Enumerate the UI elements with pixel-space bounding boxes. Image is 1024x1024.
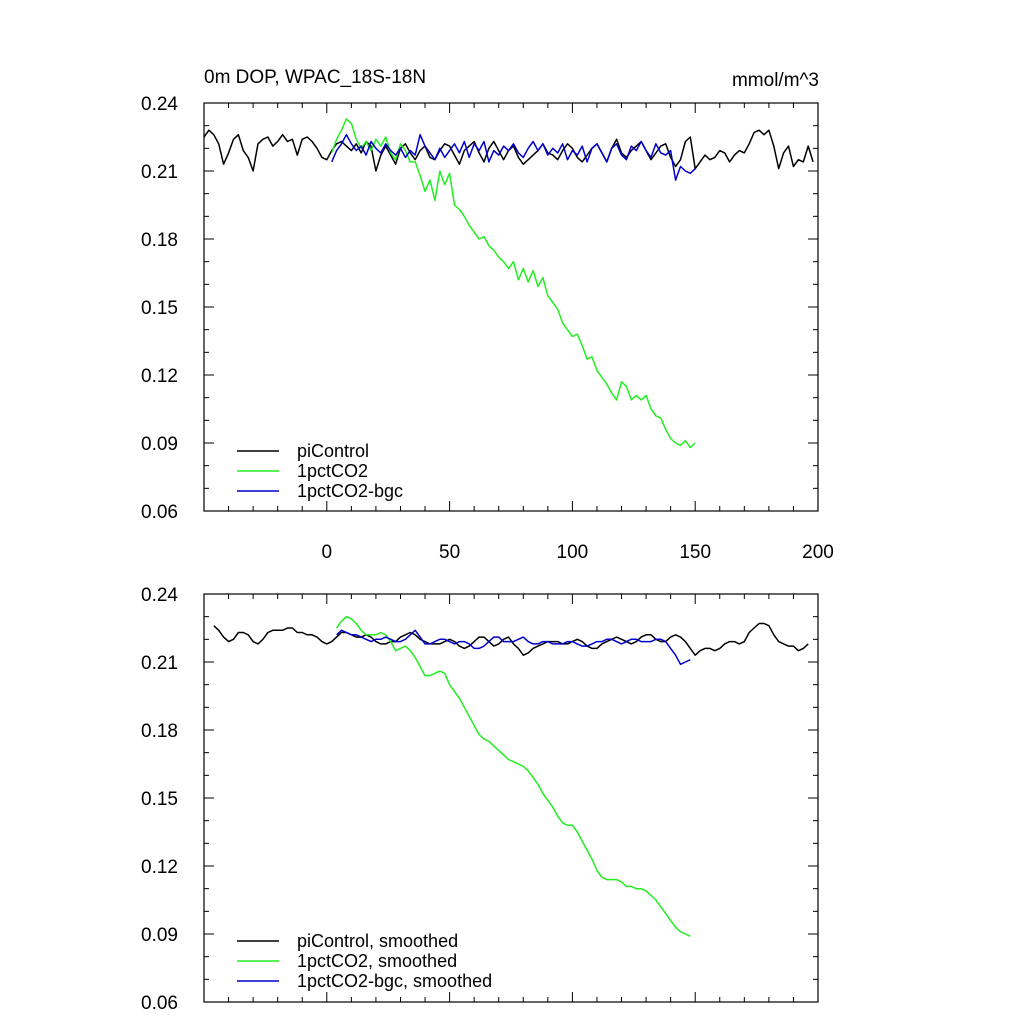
y-tick-label: 0.15	[141, 789, 178, 810]
x-tick-label: 150	[679, 542, 711, 563]
units-label: mmol/m^3	[732, 70, 819, 91]
series-line-1pctco2	[330, 118, 696, 449]
y-tick-label: 0.12	[141, 857, 178, 878]
legend-label: 1pctCO2, smoothed	[297, 951, 457, 971]
panel-smoothed: 0.06 0.09 0.12 0.15 0.18 0.21 0.24 piControl, s…	[141, 585, 819, 1014]
y-tick-label: 0.09	[141, 434, 178, 455]
x-tick-label: 200	[802, 542, 834, 563]
y-tick-label: 0.21	[141, 162, 178, 183]
legend-label: piControl, smoothed	[297, 931, 458, 951]
series-line-picontrol	[213, 622, 809, 656]
x-tick-label: 100	[557, 542, 589, 563]
x-tick-label: 0	[322, 542, 333, 563]
x-tick-label: 50	[439, 542, 460, 563]
y-tick-label: 0.24	[141, 94, 178, 115]
y-tick-label: 0.18	[141, 230, 178, 251]
legend-label: 1pctCO2-bgc, smoothed	[297, 971, 492, 991]
y-tick-label: 0.06	[141, 502, 178, 523]
panel-raw: 0.06 0.09 0.12 0.15 0.18 0.21 0.24 0 50 100 150 200…	[141, 94, 834, 563]
y-tick-label: 0.12	[141, 366, 178, 387]
series-line-1pctco2-bgc	[336, 629, 691, 666]
y-tick-label: 0.15	[141, 298, 178, 319]
y-tick-label: 0.18	[141, 721, 178, 742]
y-tick-label: 0.09	[141, 925, 178, 946]
legend-label: 1pctCO2	[297, 461, 368, 481]
y-tick-label: 0.24	[141, 585, 178, 606]
legend-label: piControl	[297, 441, 369, 461]
y-tick-label: 0.06	[141, 993, 178, 1014]
legend-label: 1pctCO2-bgc	[297, 481, 403, 501]
series-line-1pctco2-bgc	[331, 133, 696, 181]
series-line-1pctco2	[335, 615, 691, 937]
chart-title: 0m DOP, WPAC_18S-18N	[204, 67, 426, 88]
y-tick-label: 0.21	[141, 653, 178, 674]
